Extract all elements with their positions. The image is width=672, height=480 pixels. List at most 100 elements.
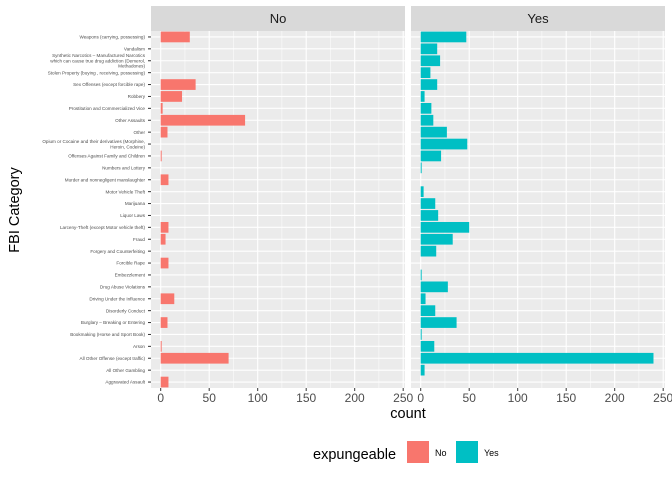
- bar-no: [160, 257, 169, 269]
- bar-yes: [420, 221, 470, 233]
- bar-yes: [420, 150, 442, 162]
- facet-strip-label-yes: Yes: [527, 11, 549, 26]
- bar-yes: [420, 126, 447, 138]
- category-label: Other Assaults: [115, 118, 146, 123]
- x-tick-label: 50: [203, 391, 217, 405]
- bar-yes: [420, 114, 434, 126]
- bar-no: [160, 91, 183, 102]
- category-label: Bookmaking (Horse and Sport Book): [70, 332, 145, 337]
- bar-yes: [420, 305, 436, 317]
- bar-yes: [420, 340, 435, 352]
- category-label: Motor Vehicle Theft: [106, 189, 146, 194]
- bar-no: [160, 114, 246, 126]
- x-axis-title: count: [390, 406, 425, 422]
- category-label: Driving Under the Influence: [89, 296, 145, 301]
- x-axis-yes: 0 50 100 150 200 250: [417, 388, 672, 405]
- x-tick-label: 200: [345, 391, 365, 405]
- category-label: Forgery and Counterfeiting: [90, 249, 145, 254]
- bar-no: [160, 221, 169, 233]
- y-axis-title: FBI Category: [7, 167, 23, 253]
- category-label: All Other Gambling: [106, 368, 145, 373]
- category-label: Murder and nonnegligent manslaughter: [65, 177, 146, 182]
- bar-yes: [420, 210, 439, 221]
- bar-no: [160, 340, 162, 352]
- bar-yes: [420, 198, 436, 209]
- category-label: Burglary – Breaking or Entering: [81, 320, 146, 325]
- bar-no: [160, 31, 190, 43]
- bar-yes: [420, 186, 424, 198]
- bar-yes: [420, 102, 432, 114]
- category-label: Vandalism: [124, 46, 145, 51]
- x-tick-label: 200: [605, 391, 625, 405]
- bar-no: [160, 352, 229, 364]
- category-label: Numbers and Lottery: [102, 165, 146, 170]
- bars-yes: [420, 31, 654, 376]
- legend-label-no: No: [435, 448, 447, 458]
- x-tick-label: 250: [653, 391, 672, 405]
- legend-title: expungeable: [313, 447, 396, 463]
- bar-yes: [420, 233, 453, 245]
- x-tick-label: 100: [508, 391, 528, 405]
- x-tick-label: 150: [296, 391, 316, 405]
- facet-strip-yes: [411, 6, 665, 31]
- x-tick-label: 150: [556, 391, 576, 405]
- gridlines-no: [151, 31, 405, 388]
- y-axis-ticks: [148, 36, 151, 383]
- x-tick-label: 100: [248, 391, 268, 405]
- legend-label-yes: Yes: [484, 448, 499, 458]
- bar-no: [160, 174, 169, 186]
- bar-no: [160, 150, 162, 162]
- category-label: Larceny-Theft (except Motor vehicle thef…: [60, 225, 145, 230]
- category-label: Embezzlement: [115, 273, 146, 278]
- bar-no: [160, 233, 166, 245]
- bar-no: [160, 293, 175, 305]
- facet-strip-label-no: No: [270, 11, 287, 26]
- category-label: Drug Abuse Violations: [100, 284, 146, 289]
- category-label: Aggravated Assault: [105, 380, 145, 385]
- panel-yes: [411, 31, 665, 388]
- bar-no: [160, 126, 168, 138]
- category-label: Synthetic Narcotics – Manufactured Narco…: [50, 53, 145, 68]
- category-label: Forcible Rape: [116, 261, 145, 266]
- bars-no: [160, 31, 246, 388]
- category-label: Other: [134, 130, 146, 135]
- category-label: Arson: [133, 344, 145, 349]
- bar-yes: [420, 43, 438, 55]
- x-axis-no: 0 50 100 150 200 250: [157, 388, 414, 405]
- x-tick-label: 0: [417, 391, 424, 405]
- category-label: Sex Offenses (except forcible rape): [73, 82, 145, 87]
- gridlines-yes: [411, 31, 665, 388]
- bar-yes: [420, 329, 422, 340]
- x-tick-label: 0: [157, 391, 164, 405]
- bar-yes: [420, 269, 422, 281]
- x-tick-label: 250: [393, 391, 413, 405]
- panel-no: [151, 31, 405, 388]
- bar-no: [160, 376, 169, 388]
- bar-no: [160, 102, 163, 114]
- category-label: Disorderly Conduct: [106, 308, 146, 313]
- x-tick-label: 50: [463, 391, 477, 405]
- bar-yes: [420, 317, 457, 328]
- bar-yes: [420, 79, 438, 90]
- facet-strip-no: [151, 6, 405, 31]
- category-label: All Other Offense (except traffic): [80, 356, 146, 361]
- category-label: Offenses Against Family and Children: [68, 154, 145, 159]
- category-label: Stolen Property (buying , receiving, pos…: [48, 70, 146, 75]
- category-label: Marijuana: [125, 201, 146, 206]
- bar-no: [160, 79, 196, 90]
- bar-yes: [420, 281, 448, 293]
- bar-yes: [420, 31, 467, 43]
- y-axis-category-labels: Weapons (carrying, possessing) Vandalism S…: [42, 35, 145, 385]
- bar-yes: [420, 162, 422, 174]
- legend-key-yes: [456, 441, 478, 463]
- bar-yes: [420, 293, 426, 305]
- bar-yes: [420, 364, 425, 376]
- category-label: Fraud: [133, 237, 145, 242]
- bar-yes: [420, 352, 654, 364]
- bar-yes: [420, 67, 431, 79]
- legend: expungeable No Yes: [313, 441, 499, 463]
- bar-yes: [420, 91, 425, 102]
- bar-yes: [420, 245, 437, 257]
- bar-yes: [420, 55, 441, 67]
